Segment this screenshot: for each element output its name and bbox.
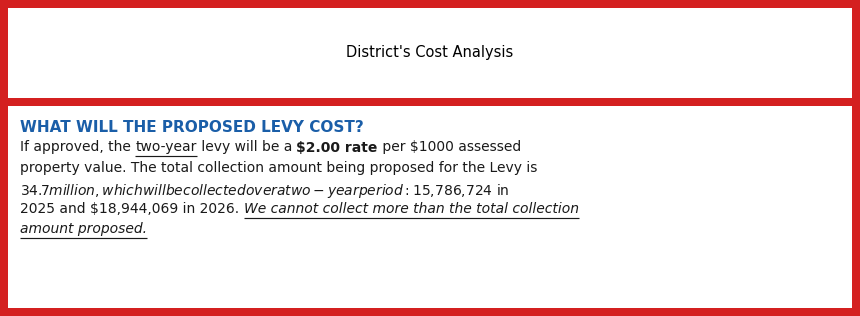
- Text: 2025 and $18,944,069 in 2026.: 2025 and $18,944,069 in 2026.: [20, 202, 243, 216]
- Text: per $1000 assessed: per $1000 assessed: [378, 141, 521, 155]
- Text: If approved, the: If approved, the: [20, 141, 135, 155]
- Text: levy will be a: levy will be a: [197, 141, 297, 155]
- FancyBboxPatch shape: [8, 106, 852, 308]
- Text: $34.7 million, which will be collected over a two-year period: $15,786,724 in: $34.7 million, which will be collected o…: [20, 181, 510, 199]
- Text: amount proposed.: amount proposed.: [20, 222, 147, 236]
- Text: District's Cost Analysis: District's Cost Analysis: [347, 46, 513, 60]
- Text: property value. The total collection amount being proposed for the Levy is: property value. The total collection amo…: [20, 161, 538, 175]
- Text: WHAT WILL THE PROPOSED LEVY COST?: WHAT WILL THE PROPOSED LEVY COST?: [20, 120, 364, 135]
- Text: $2.00 rate: $2.00 rate: [297, 141, 378, 155]
- Text: two-year: two-year: [135, 141, 197, 155]
- FancyBboxPatch shape: [8, 8, 852, 98]
- Text: We cannot collect more than the total collection: We cannot collect more than the total co…: [243, 202, 579, 216]
